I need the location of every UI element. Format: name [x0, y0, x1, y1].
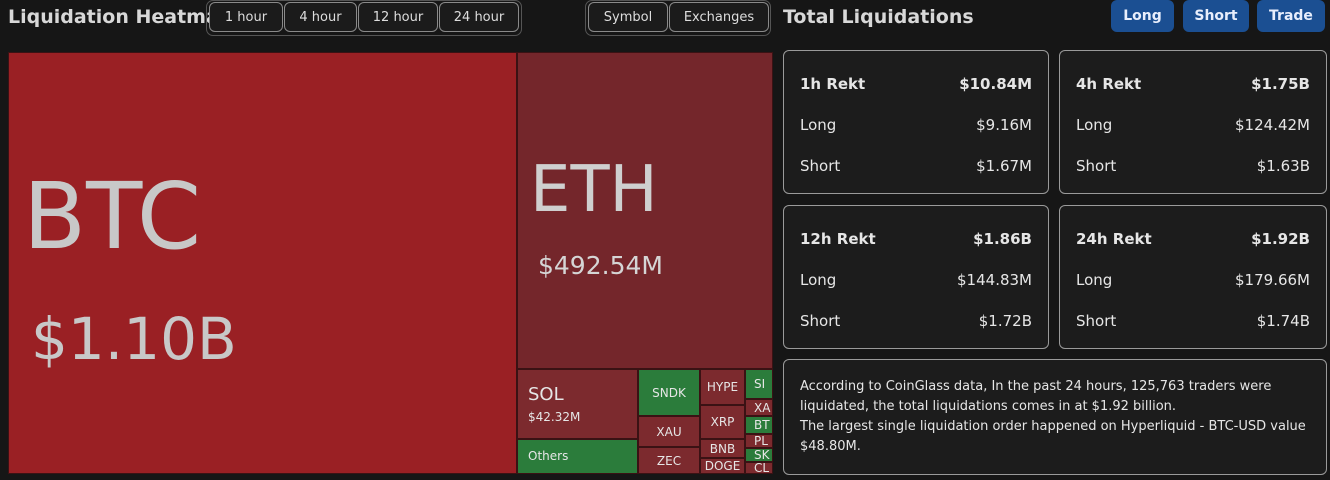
rekt-card: 4h Rekt $1.75B Long $124.42M Short $1.63B [1059, 50, 1327, 194]
rekt-card: 24h Rekt $1.92B Long $179.66M Short $1.74B [1059, 205, 1327, 349]
tile-label: Others [528, 449, 569, 463]
tile-eth[interactable]: ETH $492.54M [517, 52, 773, 369]
row-value: $9.16M [976, 116, 1032, 134]
trade-button[interactable]: Trade [1257, 0, 1325, 32]
time-button[interactable]: 1 hour [209, 2, 283, 32]
card-total: $1.86B [973, 230, 1032, 248]
card-row: Long $179.66M [1076, 271, 1310, 289]
tile-label: DOGE [704, 459, 741, 473]
time-group [206, 0, 522, 36]
card-total: $1.92B [1251, 230, 1310, 248]
card-header: 4h Rekt $1.75B [1076, 75, 1310, 93]
time-button[interactable]: 24 hour [439, 2, 519, 32]
card-total: $10.84M [959, 75, 1032, 93]
tile-label: XAU [656, 424, 682, 439]
tile[interactable]: XAU [638, 416, 700, 447]
tile[interactable]: BT [745, 416, 773, 434]
time-button[interactable]: 12 hour [358, 2, 438, 32]
tile-label: SK [754, 448, 770, 462]
tile[interactable]: Others [517, 439, 638, 474]
tile-value: $1.10B [31, 305, 237, 373]
row-value: $1.72B [978, 312, 1032, 330]
summary-title: Total Liquidations [783, 6, 974, 28]
row-label: Short [1076, 157, 1117, 175]
card-title: 24h Rekt [1076, 230, 1152, 248]
tile-label: BNB [709, 441, 736, 456]
card-row: Short $1.67M [800, 157, 1032, 175]
tile-label: BTC [23, 163, 202, 270]
row-label: Short [1076, 312, 1117, 330]
short-button[interactable]: Short [1183, 0, 1249, 32]
card-row: Long $9.16M [800, 116, 1032, 134]
card-title: 12h Rekt [800, 230, 876, 248]
rekt-card: 1h Rekt $10.84M Long $9.16M Short $1.67M [783, 50, 1049, 194]
card-title: 4h Rekt [1076, 75, 1142, 93]
tile[interactable]: DOGE [700, 458, 745, 474]
tile-label: HYPE [706, 380, 739, 394]
tile-label: XRP [710, 415, 735, 429]
tile[interactable]: XRP [700, 405, 745, 439]
row-label: Long [800, 116, 837, 134]
row-value: $1.74B [1256, 312, 1310, 330]
tile[interactable]: HYPE [700, 369, 745, 405]
view-group [585, 0, 771, 36]
card-row: Long $144.83M [800, 271, 1032, 289]
tile-btc[interactable]: BTC $1.10B [8, 52, 517, 474]
tile[interactable]: CL [745, 462, 773, 474]
tile-label: SNDK [652, 385, 686, 400]
view-button[interactable]: Symbol [588, 2, 668, 32]
card-title: 1h Rekt [800, 75, 866, 93]
tile[interactable]: SNDK [638, 369, 700, 416]
tile-label: CL [754, 462, 770, 474]
heatmap-title: Liquidation Heatmap [8, 6, 233, 28]
tile[interactable]: SI [745, 369, 773, 399]
note-text: According to CoinGlass data, In the past… [800, 379, 1272, 414]
tile[interactable]: PL [745, 434, 773, 448]
row-value: $1.63B [1256, 157, 1310, 175]
tile[interactable]: BNB [700, 439, 745, 458]
tile-sol[interactable]: SOL $42.32M [517, 369, 638, 439]
row-label: Short [800, 312, 841, 330]
card-header: 1h Rekt $10.84M [800, 75, 1032, 93]
rekt-card: 12h Rekt $1.86B Long $144.83M Short $1.72B [783, 205, 1049, 349]
tile-label: ETH [530, 153, 658, 227]
card-total: $1.75B [1251, 75, 1310, 93]
tile[interactable]: ZEC [638, 447, 700, 474]
summary-note: According to CoinGlass data, In the past… [783, 359, 1327, 475]
row-label: Long [800, 271, 837, 289]
tile-value: $492.54M [538, 251, 663, 280]
card-row: Short $1.72B [800, 312, 1032, 330]
row-label: Long [1076, 271, 1113, 289]
tile-label: PL [754, 434, 768, 448]
card-header: 12h Rekt $1.86B [800, 230, 1032, 248]
row-label: Long [1076, 116, 1113, 134]
tile-label: SOL [528, 384, 564, 405]
note-text: The largest single liquidation order hap… [800, 419, 1306, 454]
view-button[interactable]: Exchanges [669, 2, 769, 32]
tile[interactable]: SK [745, 448, 773, 462]
card-row: Long $124.42M [1076, 116, 1310, 134]
tile-value: $42.32M [528, 410, 581, 424]
card-row: Short $1.74B [1076, 312, 1310, 330]
time-button[interactable]: 4 hour [284, 2, 357, 32]
card-header: 24h Rekt $1.92B [1076, 230, 1310, 248]
row-label: Short [800, 157, 841, 175]
tile[interactable]: XA [745, 399, 773, 416]
row-value: $144.83M [957, 271, 1032, 289]
row-value: $1.67M [976, 157, 1032, 175]
tile-label: BT [754, 418, 770, 432]
row-value: $124.42M [1235, 116, 1310, 134]
row-value: $179.66M [1235, 271, 1310, 289]
tile-label: XA [754, 400, 771, 415]
long-button[interactable]: Long [1111, 0, 1174, 32]
tile-label: ZEC [656, 453, 682, 468]
tile-label: SI [754, 377, 766, 391]
card-row: Short $1.63B [1076, 157, 1310, 175]
